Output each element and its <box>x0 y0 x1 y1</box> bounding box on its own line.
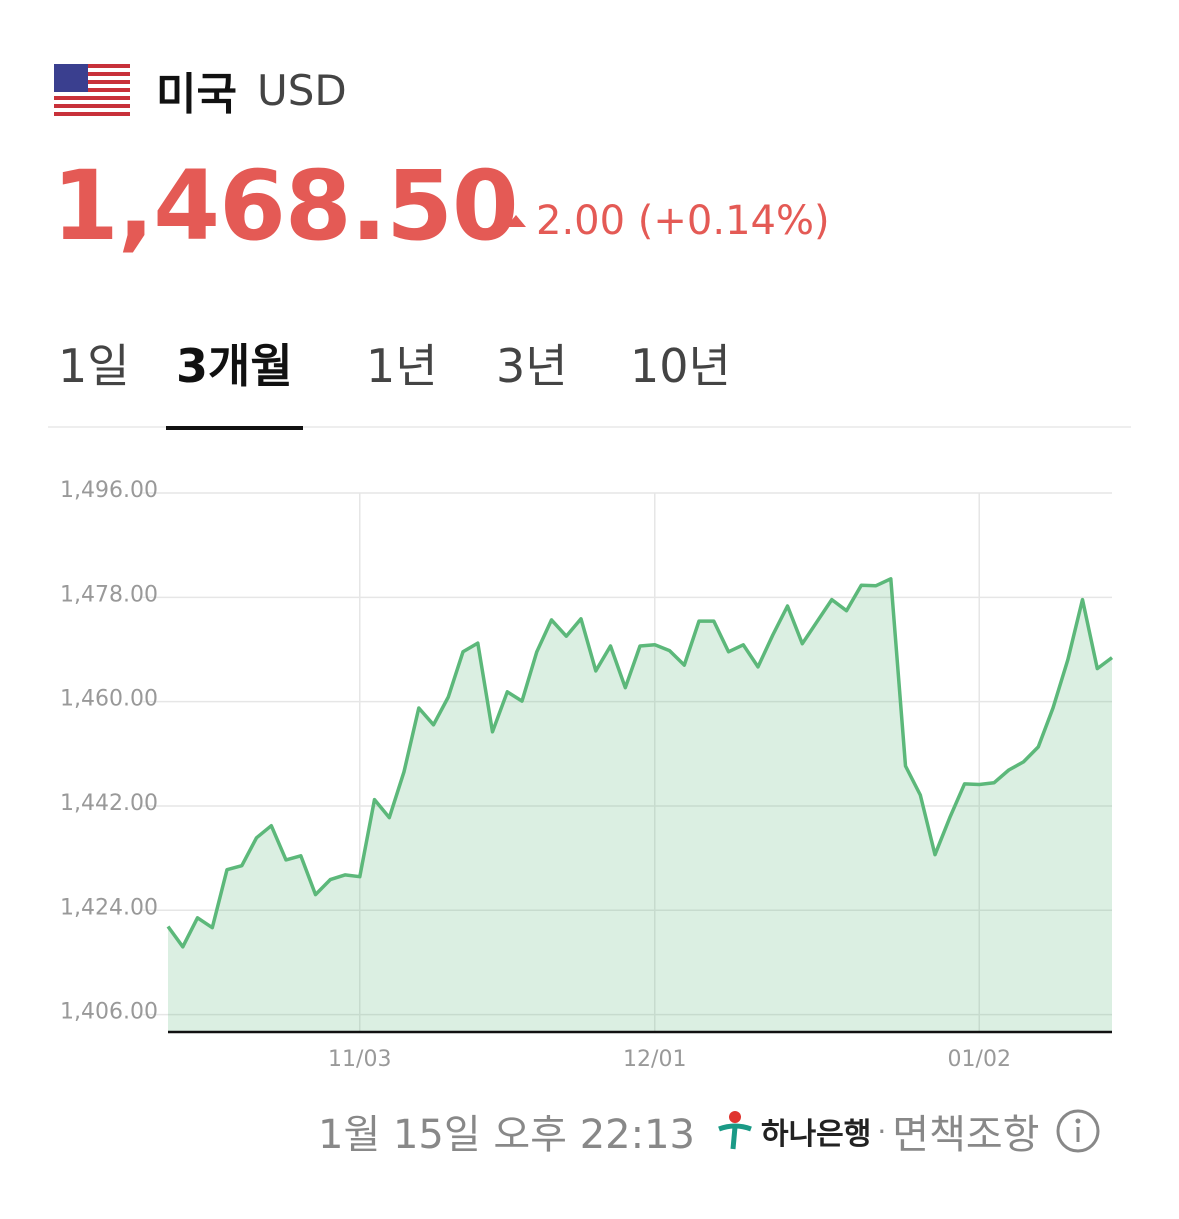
y-tick-label: 1,406.00 <box>60 1000 158 1025</box>
y-tick-label: 1,496.00 <box>60 478 158 503</box>
currency: USD <box>256 65 347 115</box>
x-tick-label: 11/03 <box>328 1047 391 1072</box>
us-flag <box>54 64 130 116</box>
y-tick-label: 1,478.00 <box>60 582 158 607</box>
header: 미국 USD <box>54 58 347 122</box>
separator: · <box>877 1114 887 1148</box>
tab[interactable]: 10년 <box>630 339 731 393</box>
disclaimer[interactable]: 면책조항 <box>892 1112 1040 1158</box>
up-arrow <box>506 215 526 227</box>
x-tick-label: 12/01 <box>623 1047 686 1072</box>
tab[interactable]: 3개월 <box>166 330 303 430</box>
tab[interactable]: 1년 <box>366 339 438 393</box>
line <box>166 577 1114 949</box>
change-text: 2.00 (+0.14%) <box>536 198 830 244</box>
bank-logo <box>718 1111 752 1150</box>
chart: 1,406.00 1,424.00 1,442.00 1,460.00 1,478.00… <box>60 478 1114 1072</box>
area <box>168 578 1112 1032</box>
country: 미국 <box>156 69 237 120</box>
timestamp: 1월 15일 오후 22:13 <box>318 1112 695 1158</box>
bank-name: 하나은행 <box>760 1117 872 1152</box>
price: 1,468.50 <box>52 150 519 262</box>
tab[interactable]: 1일 <box>58 339 130 393</box>
change: 2.00 (+0.14%) <box>504 198 830 244</box>
footer: 1월 15일 오후 22:13 하나은행 · 면책조항 <box>318 1102 1101 1160</box>
info-icon[interactable] <box>1055 1108 1101 1154</box>
tab[interactable]: 3년 <box>496 339 568 393</box>
y-tick-label: 1,460.00 <box>60 687 158 712</box>
x-tick-label: 01/02 <box>948 1047 1011 1072</box>
y-tick-label: 1,424.00 <box>60 895 158 920</box>
y-tick-label: 1,442.00 <box>60 791 158 816</box>
tabs: 1일 3개월 1년 3년 10년 <box>48 330 1131 430</box>
